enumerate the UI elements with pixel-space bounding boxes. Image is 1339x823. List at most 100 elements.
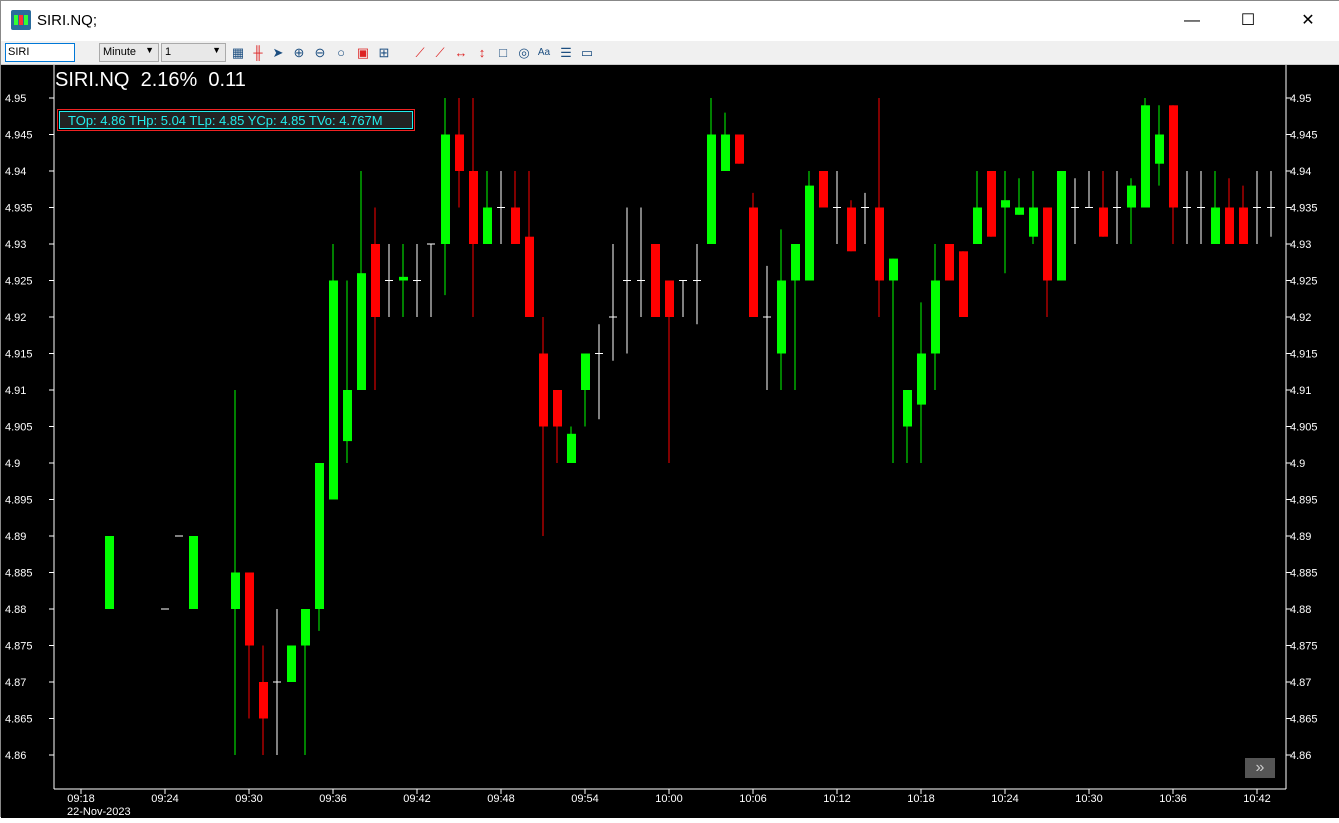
- candle-body: [1169, 105, 1178, 208]
- candle-body: [721, 134, 730, 171]
- candle-body: [105, 536, 114, 609]
- rectangle-icon[interactable]: □: [499, 45, 507, 60]
- fibonacci-icon[interactable]: ☰: [560, 45, 572, 60]
- candle-body: [483, 207, 492, 244]
- zoom-in-icon[interactable]: ⊕: [293, 45, 305, 60]
- candle-body: [525, 236, 534, 317]
- y-tick-label-right: 4.895: [1290, 495, 1318, 507]
- candle-body: [735, 134, 744, 164]
- candle-body: [1015, 207, 1024, 215]
- interval-value-select[interactable]: 1 ▼: [161, 43, 226, 62]
- candle-body: [287, 645, 296, 682]
- zoom-out-icon[interactable]: ⊖: [314, 45, 326, 60]
- calculator-icon[interactable]: ▦: [231, 45, 245, 60]
- y-tick-label-left: 4.93: [5, 239, 26, 251]
- candle-body: [1225, 207, 1234, 244]
- candle-body: [819, 171, 828, 208]
- close-button[interactable]: ✕: [1301, 12, 1315, 29]
- x-tick-label: 10:30: [1075, 793, 1103, 805]
- y-tick-label-right: 4.915: [1290, 349, 1318, 361]
- candle-body: [245, 572, 254, 646]
- y-tick-label-left: 4.945: [5, 130, 33, 142]
- x-tick-label: 10:00: [655, 793, 683, 805]
- candlestick-chart[interactable]: 4.95 4.95 4.945 4.945 4.94 4.94 4.935 4.935 4.93…: [1, 65, 1339, 818]
- minimize-button[interactable]: —: [1184, 12, 1200, 29]
- symbol-input[interactable]: SIRI: [5, 43, 75, 62]
- candle-body: [329, 280, 338, 500]
- candle-body: [665, 280, 674, 317]
- y-tick-label-right: 4.89: [1290, 531, 1311, 543]
- interval-unit-select[interactable]: Minute ▼: [99, 43, 159, 62]
- chevron-down-icon: ▼: [145, 45, 154, 55]
- y-tick-label-right: 4.885: [1290, 568, 1318, 580]
- pointer-icon[interactable]: ➤: [272, 45, 284, 60]
- measure-icon[interactable]: ▭: [580, 45, 594, 60]
- zoom-fit-icon[interactable]: ○: [337, 45, 345, 60]
- candle-body: [987, 171, 996, 237]
- y-tick-label-left: 4.935: [5, 203, 33, 215]
- y-tick-label-left: 4.88: [5, 604, 26, 616]
- x-tick-label: 10:06: [739, 793, 767, 805]
- x-tick-label: 10:12: [823, 793, 851, 805]
- y-tick-label-right: 4.875: [1290, 641, 1318, 653]
- y-tick-label-left: 4.885: [5, 568, 33, 580]
- y-tick-label-left: 4.925: [5, 276, 33, 288]
- x-tick-label: 09:24: [151, 793, 179, 805]
- candle-body: [847, 207, 856, 252]
- candle-body: [651, 244, 660, 317]
- y-tick-label-left: 4.87: [5, 677, 26, 689]
- line-segment-icon[interactable]: ⟋: [415, 45, 425, 60]
- header-change: 0.11: [208, 69, 246, 91]
- x-tick-label: 10:18: [907, 793, 935, 805]
- candle-body: [805, 185, 814, 281]
- x-tick-label: 09:48: [487, 793, 515, 805]
- window-title: SIRI.NQ;: [37, 12, 98, 29]
- x-tick-label: 10:36: [1159, 793, 1187, 805]
- candle-body: [707, 134, 716, 244]
- vertical-line-icon[interactable]: ↕: [478, 45, 486, 60]
- info-box: TOp: 4.86 THp: 5.04 TLp: 4.85 YCp: 4.85 …: [57, 109, 415, 131]
- toolbar: SIRI Minute ▼ 1 ▼ ▦ ╫ ➤ ⊕ ⊖ ○ ▣ ⊞ ⟋ ⟋ ↔ ↕ …: [1, 41, 1339, 65]
- interval-unit-value: Minute: [103, 46, 137, 58]
- text-icon[interactable]: Aa: [537, 47, 551, 58]
- add-icon[interactable]: ⊞: [378, 45, 390, 60]
- candle-body: [791, 244, 800, 281]
- candle-body: [917, 353, 926, 405]
- candle-body: [301, 609, 310, 646]
- y-tick-label-left: 4.94: [5, 166, 26, 178]
- candle-body: [539, 353, 548, 427]
- candle-body: [1057, 171, 1066, 281]
- candle-body: [1155, 134, 1164, 164]
- scroll-right-button[interactable]: »: [1245, 758, 1275, 778]
- candle-body: [1211, 207, 1220, 244]
- y-tick-label-left: 4.915: [5, 349, 33, 361]
- y-tick-label-right: 4.905: [1290, 422, 1318, 434]
- candle-body: [315, 463, 324, 609]
- y-tick-label-right: 4.925: [1290, 276, 1318, 288]
- y-tick-label-right: 4.95: [1290, 93, 1311, 105]
- maximize-button[interactable]: ☐: [1240, 12, 1256, 29]
- y-tick-label-right: 4.935: [1290, 203, 1318, 215]
- candle-body: [1029, 207, 1038, 237]
- candlestick-icon[interactable]: ╫: [253, 45, 263, 60]
- y-tick-label-right: 4.945: [1290, 130, 1318, 142]
- app-icon: [11, 10, 31, 30]
- candle-body: [259, 682, 268, 719]
- ellipse-icon[interactable]: ◎: [518, 45, 530, 60]
- chart-area[interactable]: 4.95 4.95 4.945 4.945 4.94 4.94 4.935 4.935 4.93…: [1, 65, 1339, 818]
- candle-body: [511, 207, 520, 244]
- candle-body: [1043, 207, 1052, 281]
- candle-body: [945, 244, 954, 281]
- chart-style-icon[interactable]: ▣: [356, 45, 370, 60]
- y-tick-label-left: 4.89: [5, 531, 26, 543]
- candle-body: [875, 207, 884, 281]
- candle-body: [189, 536, 198, 609]
- info-text: TOp: 4.86 THp: 5.04 TLp: 4.85 YCp: 4.85 …: [59, 111, 413, 129]
- ray-icon[interactable]: ⟋: [435, 45, 445, 60]
- x-tick-label: 10:42: [1243, 793, 1271, 805]
- candle-body: [455, 134, 464, 171]
- horizontal-line-icon[interactable]: ↔: [454, 45, 468, 60]
- x-tick-label: 09:42: [403, 793, 431, 805]
- y-tick-label-left: 4.875: [5, 641, 33, 653]
- candle-body: [357, 273, 366, 390]
